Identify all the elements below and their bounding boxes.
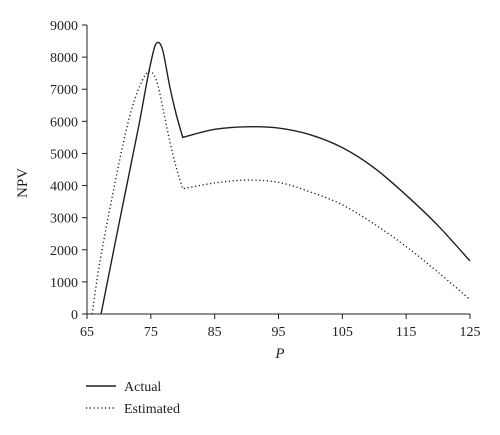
tick-marks [82, 24, 471, 319]
x-tick-label: 65 [80, 325, 94, 340]
y-tick-label: 1000 [50, 276, 78, 291]
y-tick-label: 2000 [50, 244, 78, 259]
legend-label-actual: Actual [124, 380, 161, 395]
y-tick-label: 6000 [50, 115, 78, 130]
series-lines [91, 41, 471, 315]
x-tick-label: 75 [144, 325, 158, 340]
y-axis-title: NPV [15, 168, 31, 198]
y-tick-label: 5000 [50, 147, 78, 162]
x-tick-label: 125 [460, 325, 481, 340]
tick-labels: 65 75 85 95 105 115 125 0 1000 2000 3000 4000 5000 60… [50, 19, 481, 340]
series-line-actual [100, 41, 471, 315]
x-axis-title: P [274, 346, 284, 362]
legend: Actual Estimated [86, 380, 180, 417]
y-tick-label: 4000 [50, 180, 78, 195]
series-line-estimated [91, 70, 471, 315]
y-tick-label: 0 [71, 308, 78, 323]
legend-label-estimated: Estimated [124, 402, 180, 417]
y-tick-label: 7000 [50, 83, 78, 98]
y-tick-label: 9000 [50, 19, 78, 34]
x-tick-label: 105 [332, 325, 353, 340]
x-tick-label: 95 [272, 325, 286, 340]
x-tick-label: 115 [396, 325, 416, 340]
x-tick-label: 85 [208, 325, 222, 340]
axes [86, 25, 470, 315]
y-tick-label: 3000 [50, 212, 78, 227]
y-tick-label: 8000 [50, 51, 78, 66]
